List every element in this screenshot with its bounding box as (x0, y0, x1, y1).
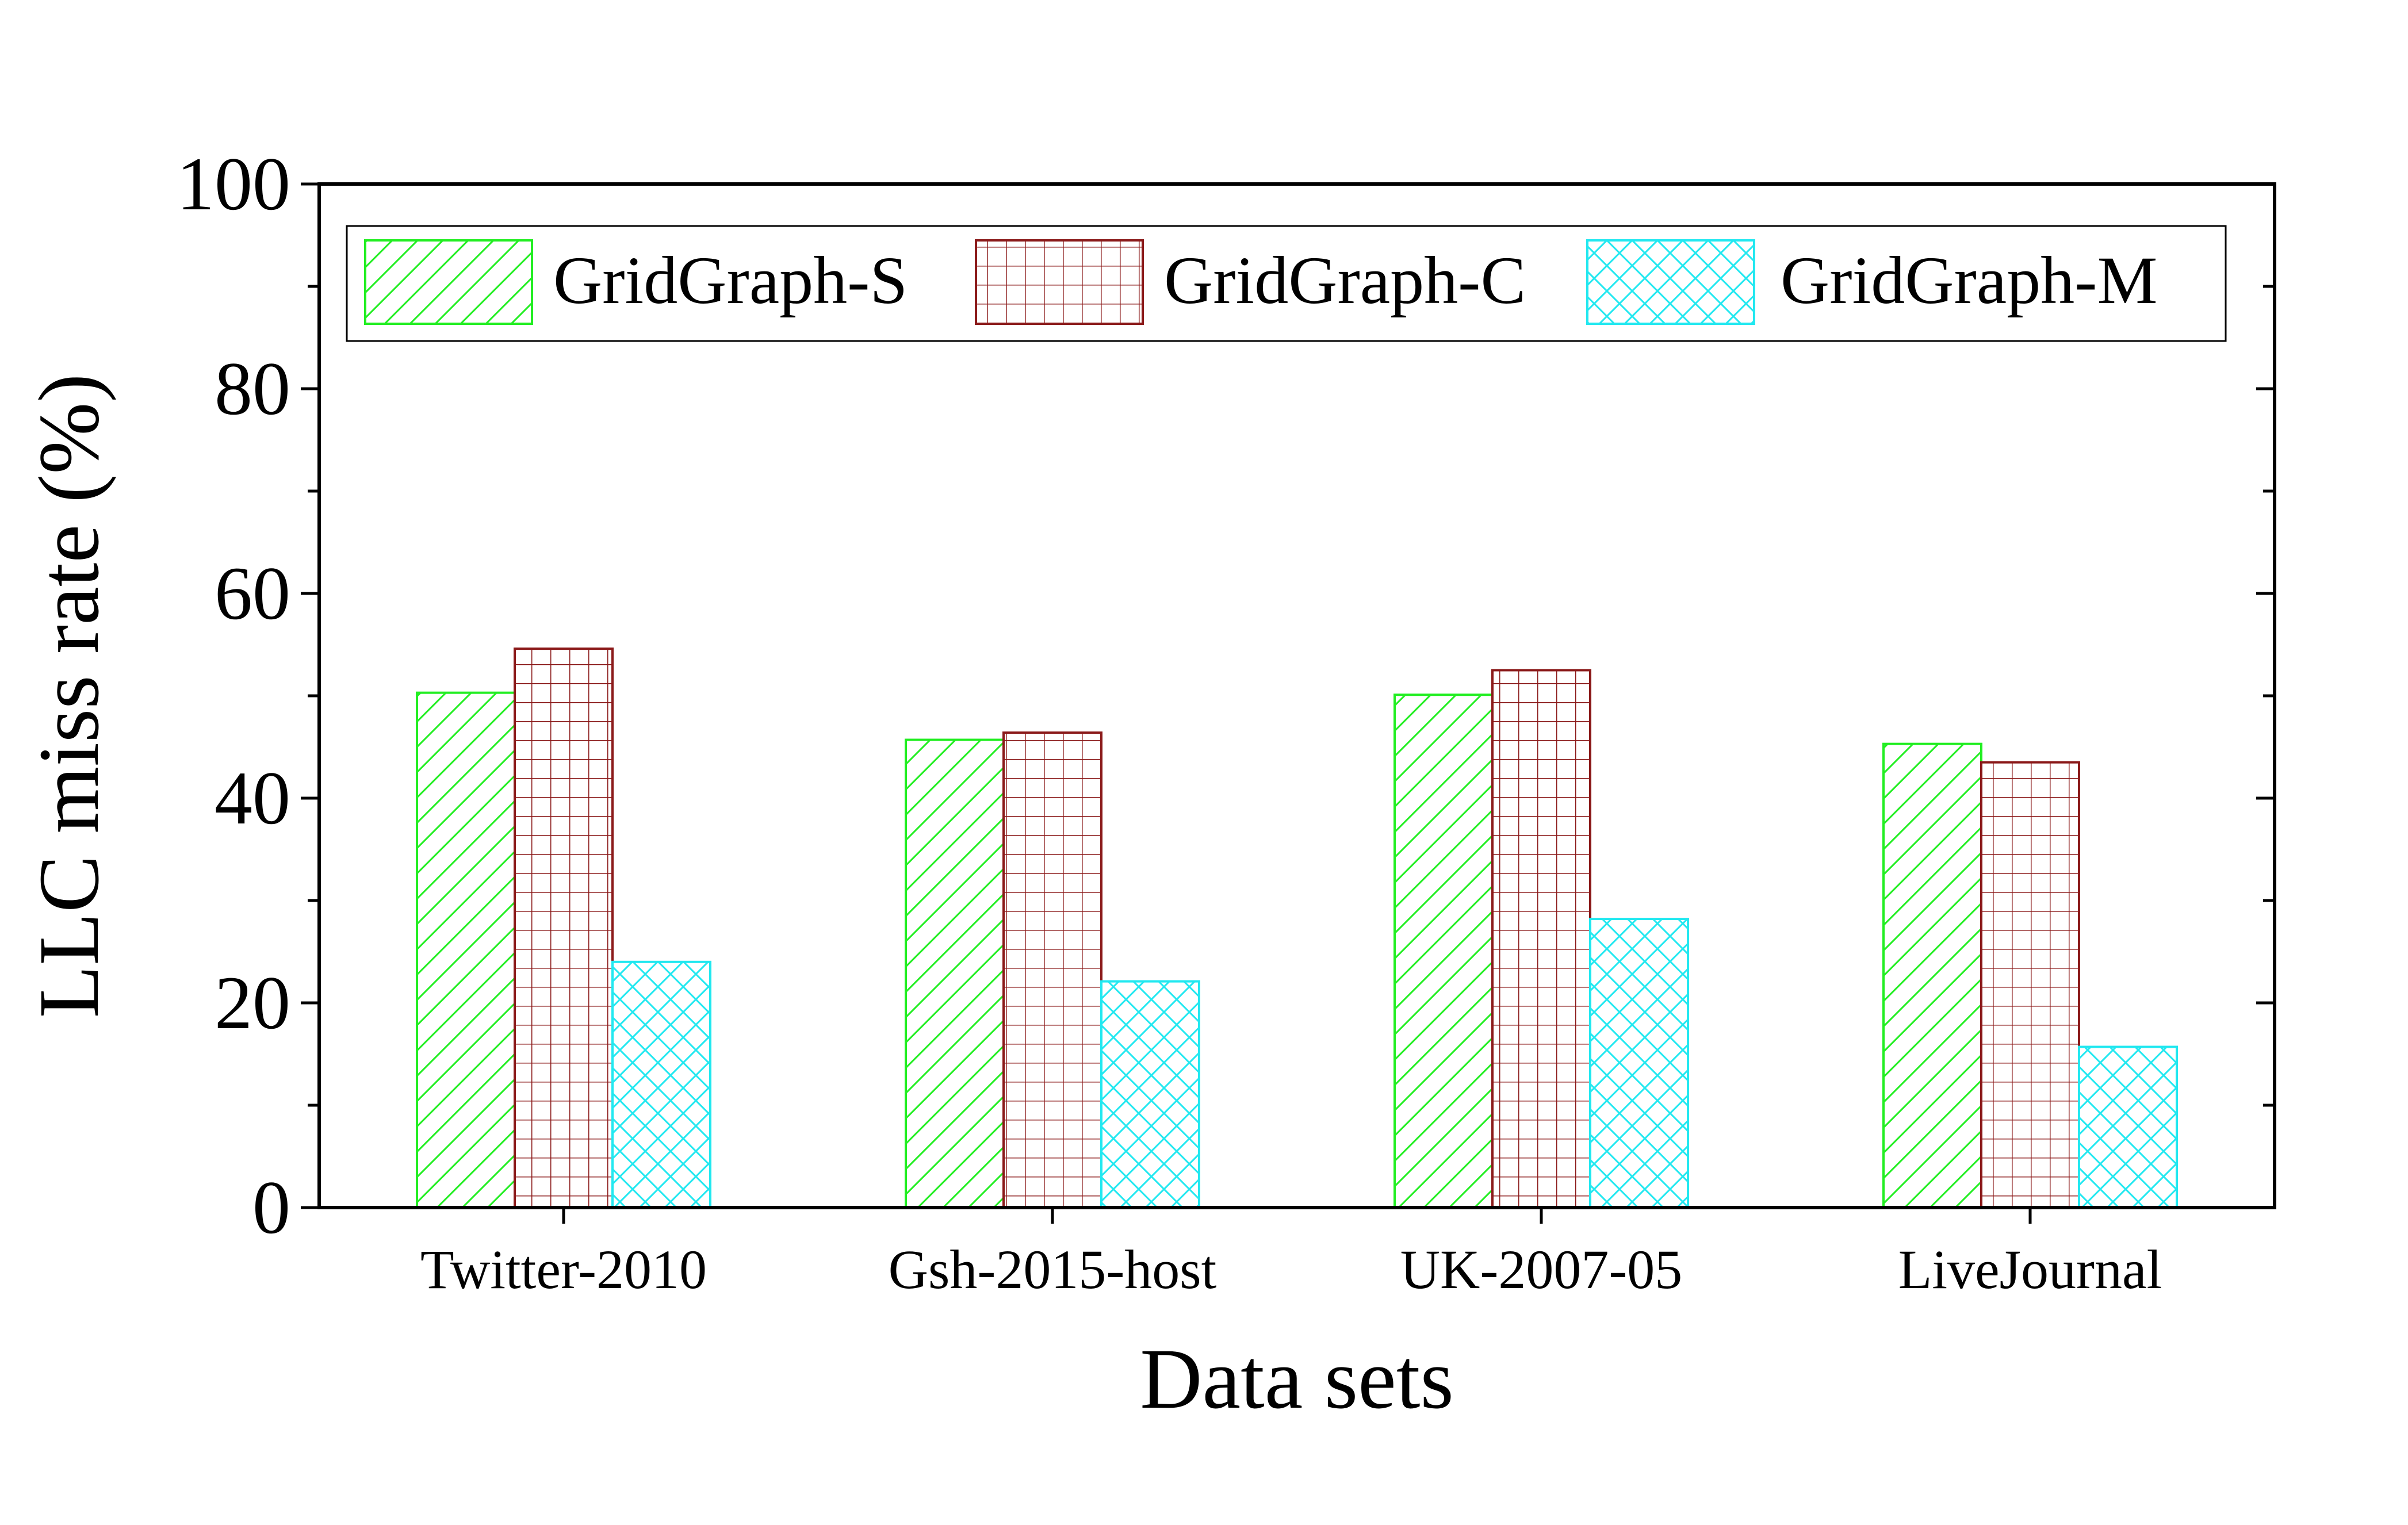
bars-layer (416, 647, 2178, 1209)
x-tick-label-livejournal: LiveJournal (1898, 1239, 2162, 1300)
y-tick-label-80: 80 (215, 346, 290, 431)
y-tick-label-60: 60 (215, 551, 290, 635)
bar-gridgraph-c-twitter-2010 (514, 647, 614, 1209)
bar-gridgraph-s-livejournal (1882, 742, 1982, 1209)
x-tick-labels: Twitter-2010 Gsh-2015-host UK-2007-05 LiveJ… (420, 1239, 2162, 1300)
y-tick-label-0: 0 (252, 1165, 290, 1250)
bar-gridgraph-m-uk-2007-05 (1589, 918, 1689, 1209)
ticks-layer: 0 20 40 60 80 100 (177, 141, 2275, 1250)
bar-gridgraph-s-twitter-2010 (416, 691, 516, 1209)
x-axis-title: Data sets (1140, 1331, 1454, 1427)
bar-gridgraph-c-uk-2007-05 (1491, 669, 1591, 1209)
y-axis-title: LLC miss rate (%) (21, 374, 117, 1018)
legend-label-gridgraph-c: GridGraph-C (1164, 243, 1526, 318)
y-tick-label-100: 100 (177, 141, 290, 226)
x-tick-label-uk-2007-05: UK-2007-05 (1400, 1239, 1683, 1300)
bar-gridgraph-s-gsh-2015-host (905, 738, 1005, 1209)
bar-gridgraph-c-gsh-2015-host (1002, 731, 1102, 1209)
legend-swatch-gridgraph-c (975, 239, 1144, 325)
x-tick-label-gsh-2015-host: Gsh-2015-host (889, 1239, 1217, 1300)
y-tick-label-20: 20 (215, 960, 290, 1045)
bar-gridgraph-m-gsh-2015-host (1100, 980, 1200, 1209)
legend-box (346, 225, 2227, 342)
legend-label-gridgraph-s: GridGraph-S (553, 243, 908, 318)
legend: GridGraph-S GridGraph-C GridGraph-M (346, 225, 2227, 342)
y-tick-label-40: 40 (215, 756, 290, 840)
bar-gridgraph-c-livejournal (1980, 761, 2080, 1209)
legend-label-gridgraph-m: GridGraph-M (1781, 243, 2157, 318)
legend-swatch-gridgraph-m (1586, 239, 1755, 325)
bar-gridgraph-s-uk-2007-05 (1393, 693, 1494, 1209)
bar-gridgraph-m-twitter-2010 (611, 960, 711, 1209)
x-tick-label-twitter-2010: Twitter-2010 (420, 1239, 707, 1300)
bar-gridgraph-m-livejournal (2078, 1045, 2178, 1209)
legend-swatch-gridgraph-s (364, 239, 533, 325)
